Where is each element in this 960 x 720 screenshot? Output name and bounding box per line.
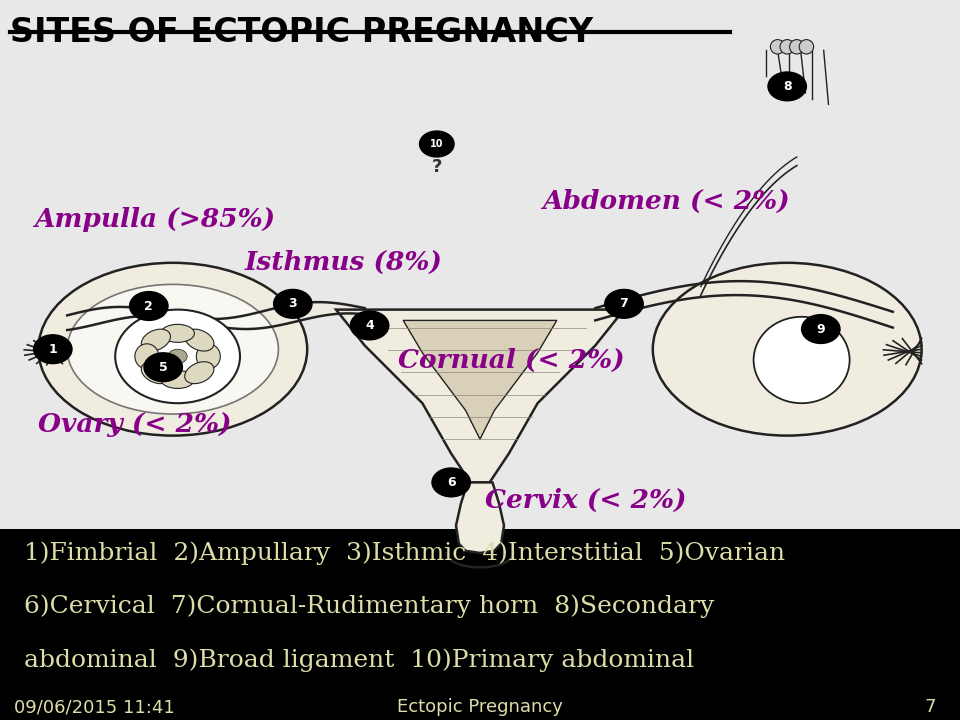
Ellipse shape [160,370,194,389]
Circle shape [420,131,454,157]
Circle shape [432,468,470,497]
Text: Abdomen (< 2%): Abdomen (< 2%) [542,189,790,214]
Text: 10: 10 [430,139,444,149]
Text: ?: ? [432,158,442,176]
Text: 2: 2 [144,300,154,312]
Text: Isthmus (8%): Isthmus (8%) [245,251,443,275]
Circle shape [115,310,240,403]
Circle shape [605,289,643,318]
Text: 3: 3 [289,297,297,310]
Ellipse shape [184,361,214,384]
Circle shape [768,72,806,101]
Text: 8: 8 [783,80,791,93]
Ellipse shape [789,40,804,54]
Text: Ampulla (>85%): Ampulla (>85%) [34,207,275,232]
Text: 1)Fimbrial  2)Ampullary  3)Isthmic  4)Interstitial  5)Ovarian: 1)Fimbrial 2)Ampullary 3)Isthmic 4)Inter… [24,541,785,565]
Text: 5: 5 [158,361,168,374]
FancyBboxPatch shape [0,529,960,720]
Ellipse shape [196,343,220,369]
Polygon shape [456,482,504,553]
Text: abdominal  9)Broad ligament  10)Primary abdominal: abdominal 9)Broad ligament 10)Primary ab… [24,648,694,672]
Ellipse shape [770,40,785,54]
Ellipse shape [134,343,158,369]
Ellipse shape [38,263,307,436]
Ellipse shape [67,284,278,414]
Ellipse shape [780,40,795,54]
Polygon shape [336,310,624,482]
Ellipse shape [141,361,171,384]
Text: 4: 4 [365,319,374,332]
Text: 6)Cervical  7)Cornual-Rudimentary horn  8)Secondary: 6)Cervical 7)Cornual-Rudimentary horn 8)… [24,594,714,618]
Circle shape [130,292,168,320]
Text: Ovary (< 2%): Ovary (< 2%) [38,413,232,437]
Circle shape [34,335,72,364]
Ellipse shape [141,329,171,351]
Ellipse shape [754,317,850,403]
Text: Cornual (< 2%): Cornual (< 2%) [398,348,625,372]
FancyBboxPatch shape [0,0,960,529]
Circle shape [802,315,840,343]
Text: 1: 1 [48,343,58,356]
Polygon shape [403,320,557,439]
Ellipse shape [160,324,194,342]
Text: 6: 6 [447,476,455,489]
Text: Cervix (< 2%): Cervix (< 2%) [485,488,686,513]
Ellipse shape [653,263,922,436]
Text: 9: 9 [817,323,825,336]
Ellipse shape [799,40,814,54]
Circle shape [274,289,312,318]
Text: Ectopic Pregnancy: Ectopic Pregnancy [397,698,563,716]
Circle shape [144,353,182,382]
Circle shape [168,349,187,364]
Circle shape [350,311,389,340]
Text: SITES OF ECTOPIC PREGNANCY: SITES OF ECTOPIC PREGNANCY [10,16,592,49]
Text: 7: 7 [619,297,629,310]
Text: 7: 7 [924,698,936,716]
Ellipse shape [184,329,214,351]
Text: 09/06/2015 11:41: 09/06/2015 11:41 [14,698,175,716]
